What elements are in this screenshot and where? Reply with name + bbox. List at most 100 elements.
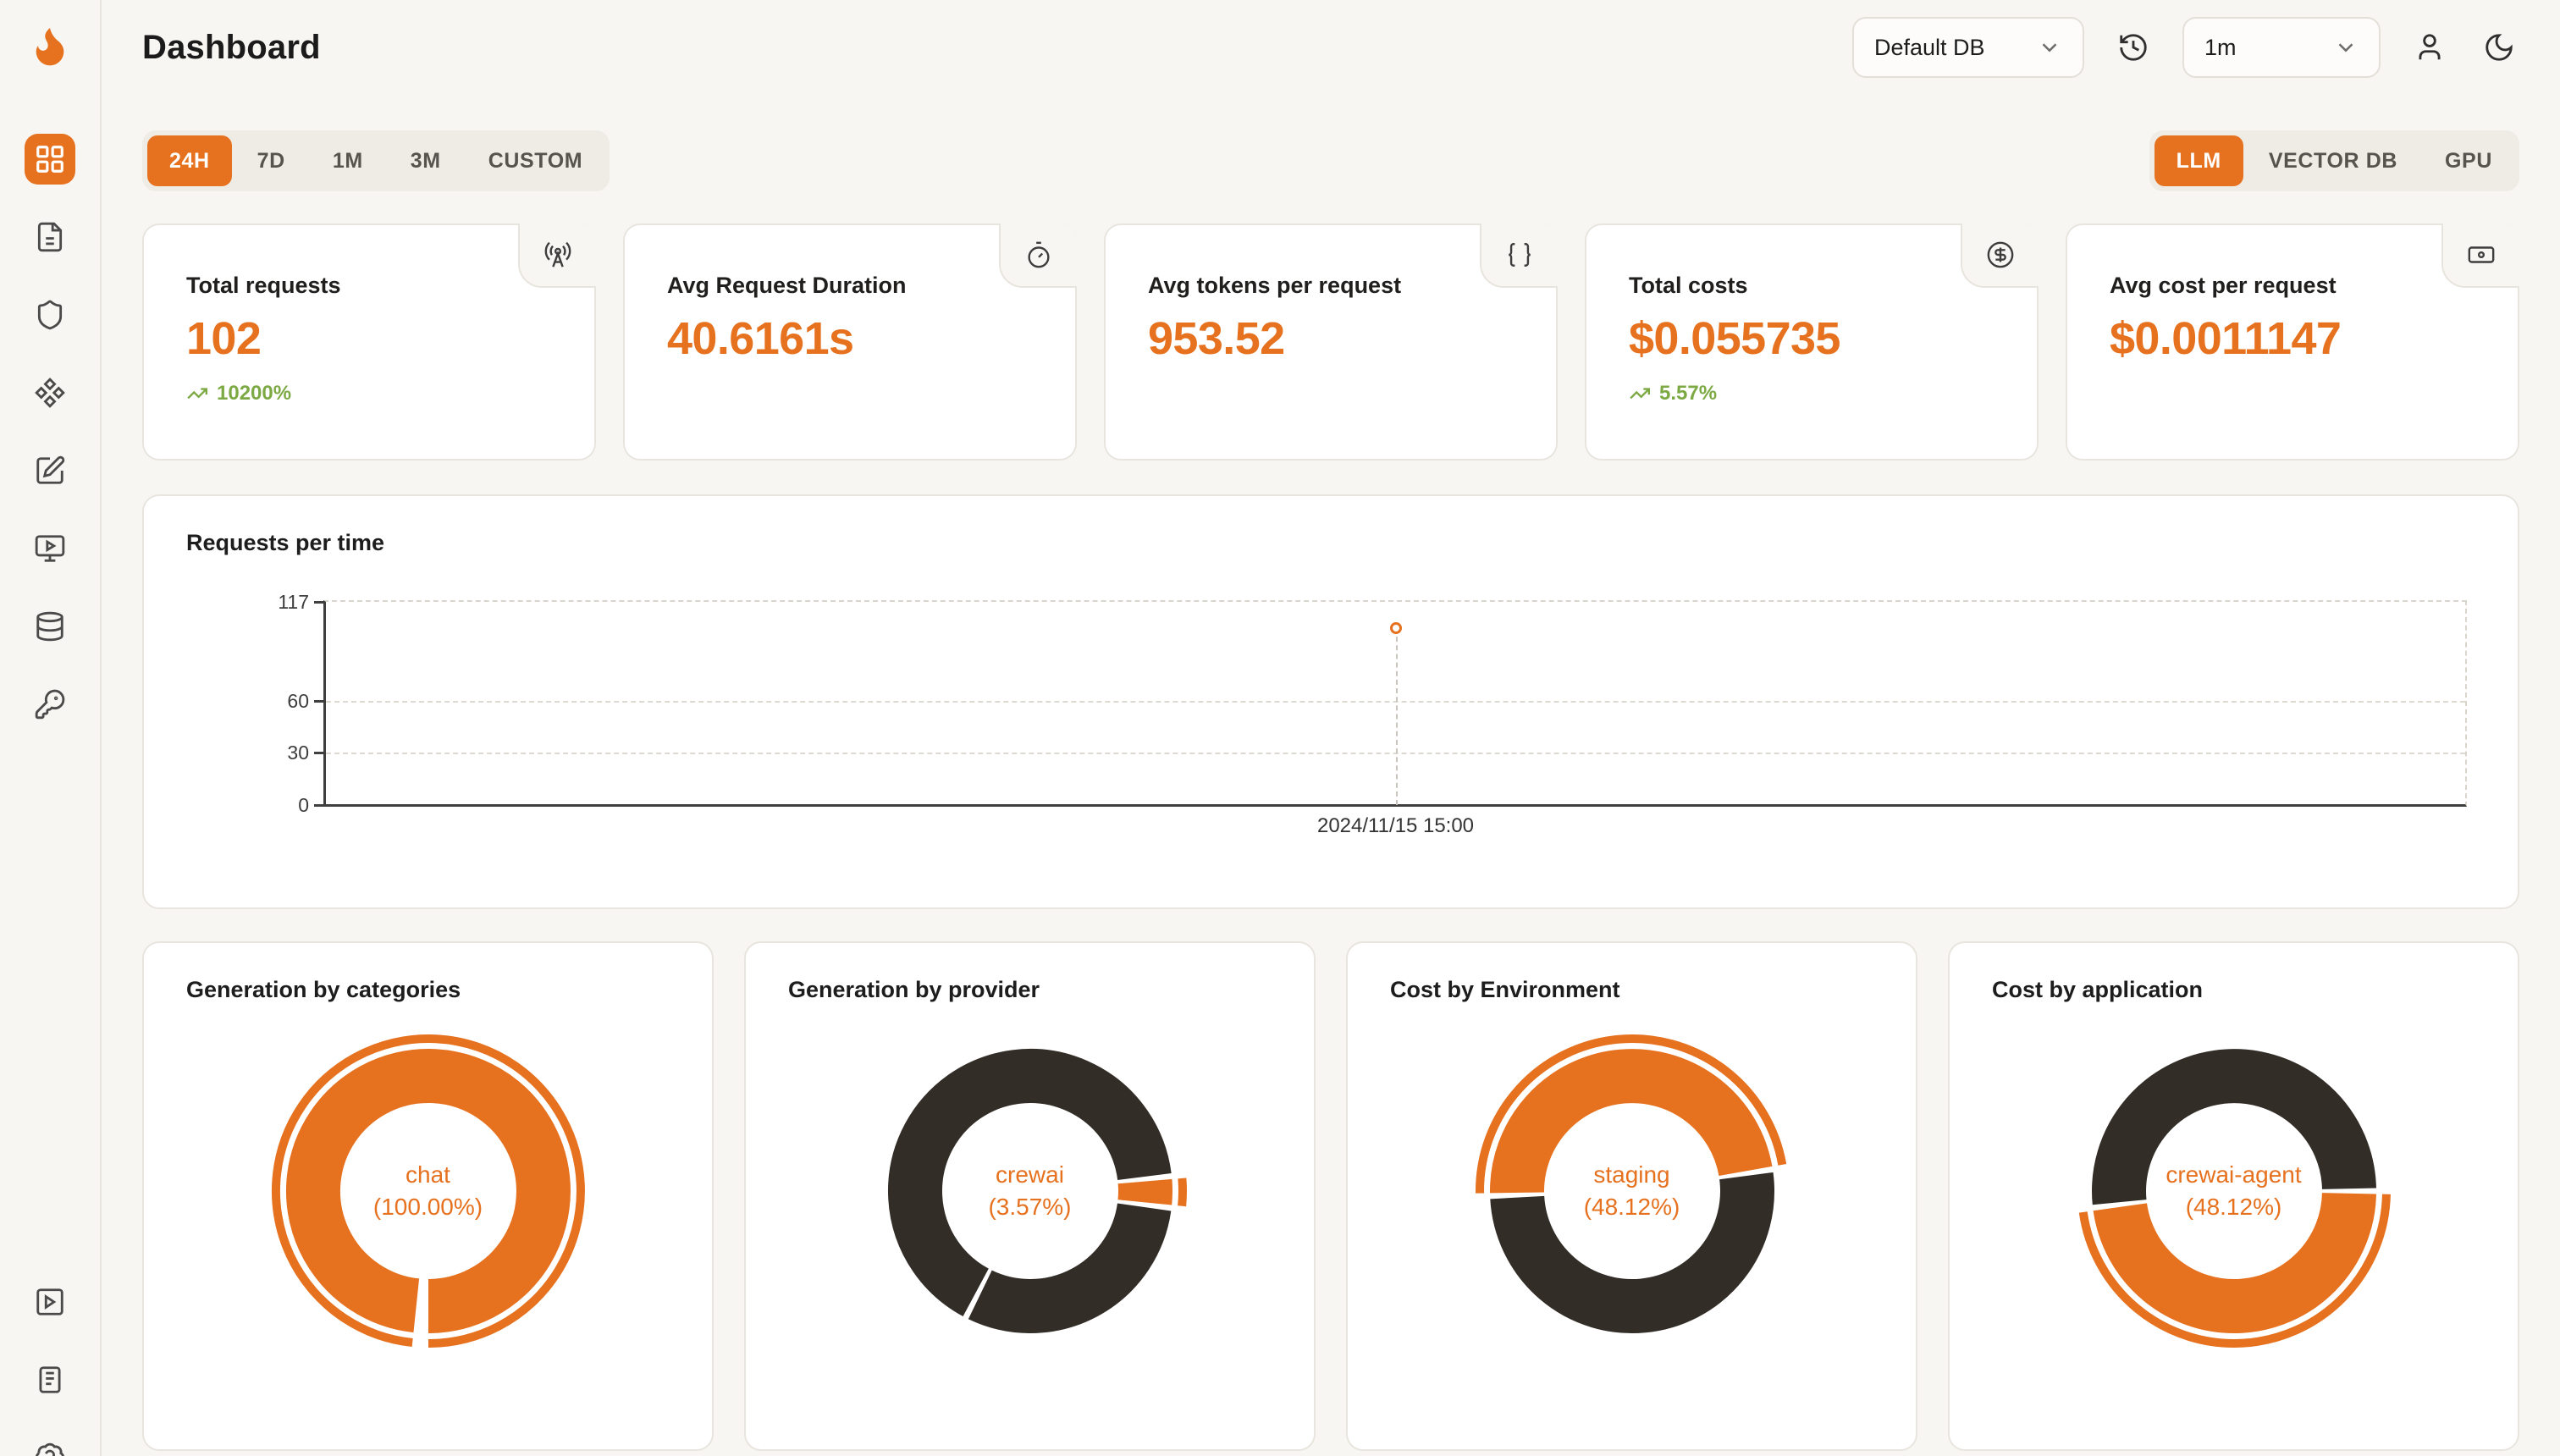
sidebar-item-demo-video[interactable] bbox=[25, 1277, 75, 1327]
donut-chart-categories[interactable]: chat (100.00%) bbox=[268, 1030, 589, 1352]
tab-7d[interactable]: 7D bbox=[235, 135, 307, 186]
tab-custom[interactable]: CUSTOM bbox=[466, 135, 604, 186]
refresh-interval-value: 1m bbox=[2204, 34, 2237, 60]
sidebar-item-databases[interactable] bbox=[25, 601, 75, 652]
timer-icon bbox=[1028, 241, 1050, 268]
stat-card-avg-request-duration: Avg Request Duration 40.6161s bbox=[623, 223, 1077, 461]
y-axis-tick-label: 0 bbox=[298, 794, 309, 816]
moon-icon bbox=[2486, 34, 2513, 61]
circle-dollar-icon bbox=[1987, 241, 2014, 268]
tab-3m[interactable]: 3M bbox=[389, 135, 463, 186]
square-play-icon bbox=[36, 1288, 63, 1315]
y-axis-tick-mark bbox=[314, 699, 324, 703]
app-logo[interactable] bbox=[26, 22, 74, 69]
database-icon bbox=[36, 611, 63, 642]
donut-chart-provider[interactable]: crewai (3.57%) bbox=[869, 1030, 1191, 1352]
refresh-interval-select[interactable]: 1m bbox=[2182, 17, 2381, 78]
sidebar-item-dashboard[interactable] bbox=[25, 134, 75, 185]
x-axis-tick-label: 2024/11/15 15:00 bbox=[1316, 814, 1475, 837]
stat-label: Total costs bbox=[1629, 273, 1748, 298]
refresh-history-button[interactable] bbox=[2113, 27, 2154, 68]
tab-gpu[interactable]: GPU bbox=[2423, 135, 2514, 186]
sidebar-item-evaluations[interactable] bbox=[25, 445, 75, 496]
grid-icon bbox=[36, 146, 63, 173]
donut-svg bbox=[1475, 1034, 1786, 1333]
sidebar-item-prompt-hub[interactable] bbox=[25, 367, 75, 418]
donut-svg bbox=[271, 1034, 585, 1348]
trending-up-icon bbox=[1630, 388, 1651, 400]
donut-chart-application[interactable]: crewai-agent (48.12%) bbox=[2073, 1030, 2395, 1352]
y-axis-tick-label: 117 bbox=[278, 591, 309, 613]
card-corner-badge bbox=[999, 223, 1077, 288]
chevron-down-icon bbox=[2338, 43, 2353, 52]
chart-title: Requests per time bbox=[186, 530, 385, 555]
trending-up-icon bbox=[187, 388, 208, 400]
database-select[interactable]: Default DB bbox=[1852, 17, 2084, 78]
marker-line bbox=[1395, 627, 1398, 805]
sidebar-item-playground[interactable] bbox=[25, 523, 75, 574]
stat-card-total-costs: Total costs $0.055735 5.57% bbox=[1585, 223, 2039, 461]
card-corner-badge bbox=[1480, 223, 1558, 288]
donut-chart-environment[interactable]: staging (48.12%) bbox=[1471, 1030, 1793, 1352]
braces-icon bbox=[1509, 243, 1531, 267]
line-plot[interactable]: 2024/11/15 15:00 0 30 60 117 bbox=[278, 591, 2467, 837]
stat-value: $0.055735 bbox=[1629, 313, 1840, 364]
y-axis-tick-mark bbox=[314, 804, 324, 807]
chart-title: Generation by categories bbox=[186, 977, 461, 1002]
chart-title: Cost by Environment bbox=[1390, 977, 1620, 1002]
card-corner-badge bbox=[2441, 223, 2519, 288]
page-title: Dashboard bbox=[142, 28, 321, 66]
monitor-play-icon bbox=[35, 535, 65, 562]
donut-cards-row: Generation by categories chat (100.00%) … bbox=[142, 941, 2519, 1451]
square-pen-icon bbox=[36, 455, 65, 484]
cost-by-application-card: Cost by application crewai-agent (48.12%… bbox=[1948, 941, 2519, 1451]
sidebar-item-docs[interactable] bbox=[25, 1354, 75, 1405]
donut-svg bbox=[887, 1049, 1187, 1333]
stat-card-avg-tokens-per-request: Avg tokens per request 953.52 bbox=[1104, 223, 1558, 461]
flame-icon bbox=[36, 28, 64, 66]
sidebar-bottom-nav bbox=[25, 1277, 75, 1456]
history-icon bbox=[2120, 34, 2147, 61]
stat-label: Total requests bbox=[186, 273, 341, 298]
chevron-down-icon bbox=[2042, 43, 2057, 52]
y-axis-tick-mark bbox=[314, 601, 324, 604]
stat-trend: 5.57% bbox=[1629, 382, 2013, 405]
requests-per-time-card: Requests per time 2024/11/15 15:00 0 30 60… bbox=[142, 494, 2519, 909]
sidebar-item-exceptions[interactable] bbox=[25, 290, 75, 340]
stat-value: 102 bbox=[186, 313, 262, 364]
data-point[interactable] bbox=[1389, 621, 1402, 634]
time-range-tabs: 24H 7D 1M 3M CUSTOM bbox=[142, 130, 610, 191]
tab-24h[interactable]: 24H bbox=[147, 135, 232, 186]
generation-by-categories-card: Generation by categories chat (100.00%) bbox=[142, 941, 714, 1451]
tab-1m[interactable]: 1M bbox=[311, 135, 385, 186]
donut-svg bbox=[2078, 1049, 2391, 1348]
sidebar-item-api-keys[interactable] bbox=[25, 679, 75, 730]
stat-card-avg-cost-per-request: Avg cost per request $0.0011147 bbox=[2066, 223, 2519, 461]
scope-tabs: LLM VECTOR DB GPU bbox=[2149, 130, 2519, 191]
component-icon bbox=[35, 378, 65, 408]
y-axis-tick-label: 60 bbox=[287, 689, 309, 712]
stat-trend: 10200% bbox=[186, 382, 571, 405]
banknote-icon bbox=[2468, 246, 2495, 263]
sidebar-nav bbox=[25, 134, 75, 730]
stat-label: Avg Request Duration bbox=[667, 273, 907, 298]
y-axis-tick-mark bbox=[314, 752, 324, 754]
user-icon bbox=[2419, 34, 2441, 60]
tab-vector-db[interactable]: VECTOR DB bbox=[2247, 135, 2419, 186]
docs-icon bbox=[39, 1366, 61, 1393]
dashboard-content: 24H 7D 1M 3M CUSTOM LLM VECTOR DB GPU bbox=[102, 95, 2560, 1451]
theme-toggle-button[interactable] bbox=[2479, 27, 2519, 68]
stat-value: $0.0011147 bbox=[2110, 313, 2342, 364]
cost-by-environment-card: Cost by Environment staging (48.12%) bbox=[1346, 941, 1917, 1451]
user-menu-button[interactable] bbox=[2409, 27, 2450, 68]
top-bar: Dashboard Default DB 1m bbox=[102, 0, 2560, 95]
chart-title: Generation by provider bbox=[788, 977, 1040, 1002]
stat-card-total-requests: Total requests 102 10200% bbox=[142, 223, 596, 461]
main-area: Dashboard Default DB 1m bbox=[102, 0, 2560, 1456]
card-corner-badge bbox=[518, 223, 596, 288]
sidebar-item-help[interactable] bbox=[25, 1432, 75, 1456]
tab-llm[interactable]: LLM bbox=[2154, 135, 2243, 186]
shield-icon bbox=[37, 300, 63, 330]
sidebar-item-requests[interactable] bbox=[25, 212, 75, 262]
radio-tower-icon bbox=[544, 241, 571, 267]
